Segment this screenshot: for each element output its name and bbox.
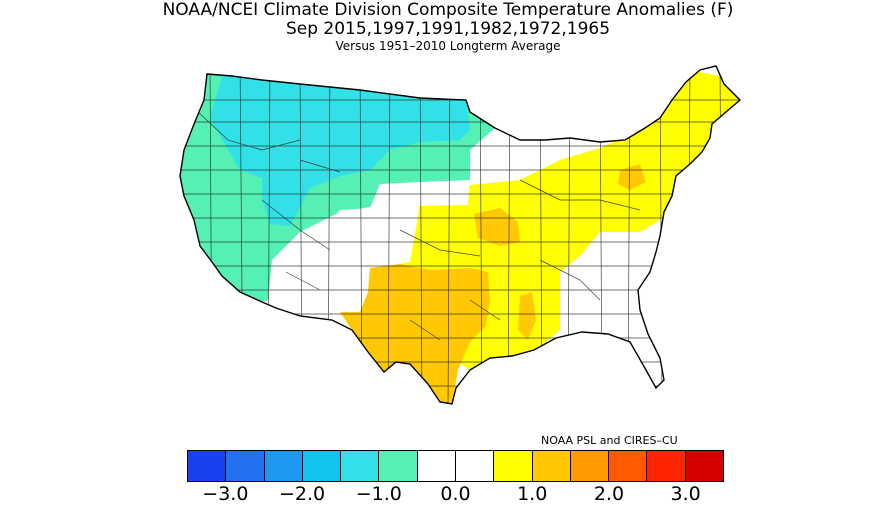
region-interior-neutral: [268, 206, 420, 310]
map-title: NOAA/NCEI Climate Division Composite Tem…: [162, 0, 734, 20]
region-north-cold: [210, 76, 470, 226]
region-missouri-warmer: [474, 208, 520, 246]
legend-tick-label: 0.0: [440, 483, 471, 505]
legend-swatch: [570, 451, 610, 481]
color-legend: [187, 450, 724, 482]
division-boundaries: [180, 66, 740, 404]
region-new-england: [660, 118, 700, 164]
legend-tick-label: −1.0: [355, 483, 402, 505]
region-southeast-neutral: [560, 236, 664, 390]
legend-swatch: [455, 451, 495, 481]
legend-swatch: [609, 451, 648, 481]
legend-swatch: [532, 451, 571, 481]
map-caption: Versus 1951–2010 Longterm Average: [335, 39, 561, 53]
legend-swatch: [264, 451, 303, 481]
legend-swatch: [417, 451, 456, 481]
legend-swatch: [341, 451, 380, 481]
legend-swatch: [494, 451, 533, 481]
map-subtitle: Sep 2015,1997,1991,1982,1972,1965: [285, 19, 611, 39]
legend-swatch: [188, 451, 227, 481]
legend-tick-label: 2.0: [593, 483, 625, 505]
legend-tick-label: 1.0: [517, 483, 548, 505]
legend-swatch: [226, 451, 265, 481]
region-pennsylvania-warmer: [618, 164, 646, 190]
us-outline: [179, 65, 742, 405]
legend-tick-label: 3.0: [670, 483, 701, 505]
legend-tick-label: −3.0: [202, 483, 249, 505]
legend-swatch: [685, 451, 723, 481]
legend-swatch: [379, 451, 418, 481]
region-mississippi-warmer: [518, 292, 536, 340]
legend-tick-label: −2.0: [278, 483, 326, 505]
credit-text: NOAA PSL and CIRES–CU: [541, 434, 678, 447]
region-texas-warmer: [340, 264, 490, 404]
legend-swatch: [302, 451, 342, 481]
legend-swatch: [647, 451, 686, 481]
